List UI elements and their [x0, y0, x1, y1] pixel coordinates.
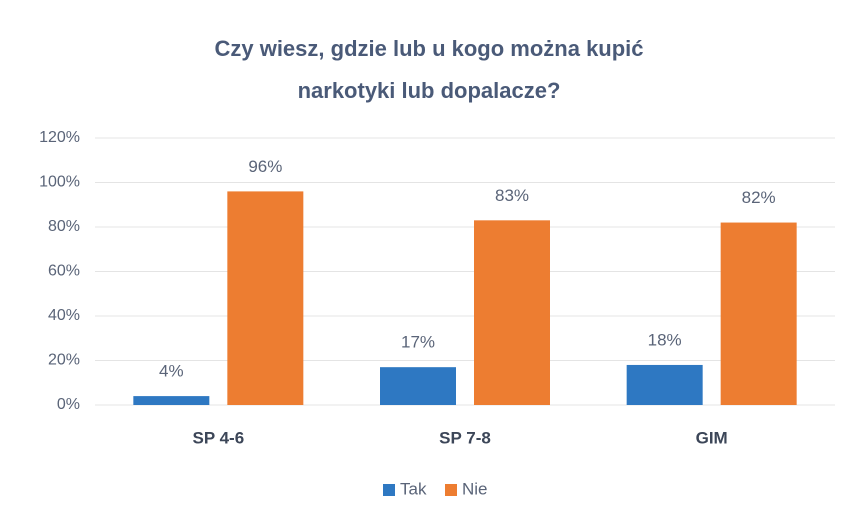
- bar: [474, 220, 550, 405]
- chart-title: Czy wiesz, gdzie lub u kogo można kupić …: [214, 36, 644, 103]
- data-label: 96%: [248, 157, 282, 176]
- x-tick-label: GIM: [696, 428, 728, 447]
- data-label: 83%: [495, 186, 529, 205]
- bar: [133, 396, 210, 405]
- bar: [227, 191, 304, 405]
- data-label: 18%: [648, 330, 682, 349]
- legend-label: Nie: [462, 479, 488, 498]
- legend-label: Tak: [400, 479, 427, 498]
- legend-swatch: [445, 484, 457, 496]
- y-tick-label: 40%: [48, 307, 80, 324]
- y-tick-label: 20%: [48, 352, 80, 369]
- bar: [720, 222, 797, 405]
- y-tick-label: 100%: [39, 174, 80, 191]
- y-tick-label: 120%: [39, 129, 80, 146]
- data-label: 4%: [159, 362, 184, 381]
- data-label: 82%: [742, 188, 776, 207]
- bar: [380, 367, 456, 405]
- data-label: 17%: [401, 333, 435, 352]
- legend-swatch: [383, 484, 395, 496]
- y-tick-label: 0%: [57, 396, 80, 413]
- bar: [626, 364, 703, 405]
- x-tick-label: SP 4-6: [192, 428, 244, 447]
- y-tick-label: 80%: [48, 218, 80, 235]
- x-tick-label: SP 7-8: [439, 428, 491, 447]
- y-tick-label: 60%: [48, 263, 80, 280]
